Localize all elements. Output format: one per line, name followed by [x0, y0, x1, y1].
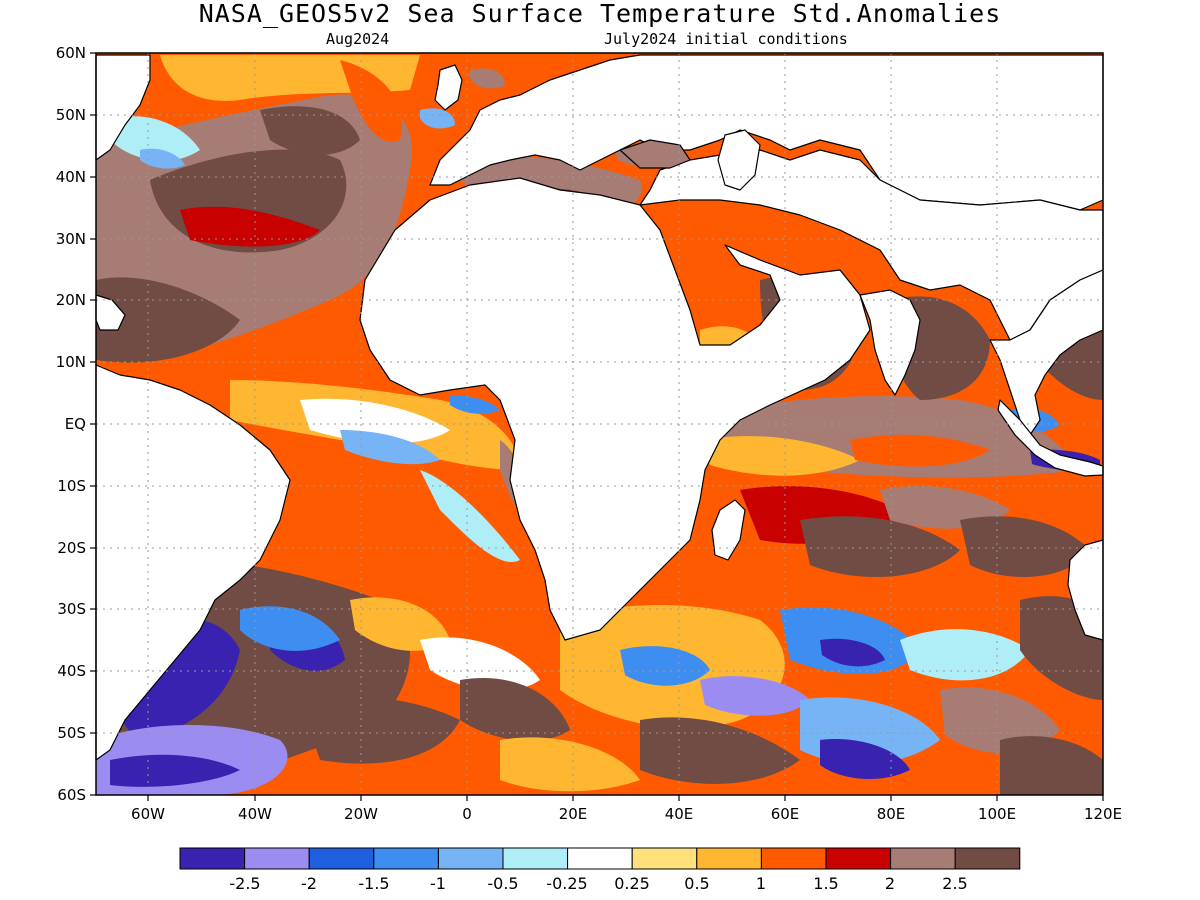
colorbar-label: 1 [756, 874, 766, 893]
latitude-labels: 60N 50N 40N 30N 20N 10N EQ 10S 20S 30S 4… [56, 44, 86, 804]
colorbar-label: -2 [301, 874, 317, 893]
colorbar-swatch [631, 847, 698, 870]
colorbar-labels: -2.5 -2 -1.5 -1 -0.5 -0.25 0.25 0.5 1 1.… [229, 874, 967, 893]
lat-label: 50S [57, 724, 86, 742]
lon-label: 40W [238, 805, 272, 823]
lat-label: 30N [56, 230, 86, 248]
map-title: NASA_GEOS5v2 Sea Surface Temperature Std… [198, 0, 1002, 28]
colorbar-label: -1 [430, 874, 446, 893]
colorbar-label: -2.5 [229, 874, 260, 893]
caspian-sea [717, 129, 761, 191]
south-america-landmass [95, 364, 291, 761]
africa-landmass [359, 177, 871, 641]
lon-label: 0 [462, 805, 472, 823]
colorbar-label: 0.5 [684, 874, 709, 893]
colorbar-label: 2 [885, 874, 895, 893]
colorbar-swatch [954, 847, 1021, 870]
colorbar-label: -0.5 [487, 874, 518, 893]
lon-label: 20W [344, 805, 378, 823]
australia-landmass [1067, 539, 1104, 641]
lon-label: 20E [559, 805, 588, 823]
initial-conditions: July2024 initial conditions [604, 30, 848, 48]
lat-label: 10N [56, 353, 86, 371]
colorbar-swatch [437, 847, 504, 870]
lat-label: 60N [56, 44, 86, 62]
map-gridlines [96, 53, 1103, 795]
lon-label: 60E [771, 805, 800, 823]
colorbar-swatch [890, 847, 956, 870]
india-landmass [859, 289, 921, 396]
madagascar-landmass [711, 499, 746, 561]
land-masses [95, 54, 1104, 761]
lat-label: 50N [56, 106, 86, 124]
lat-label: 30S [57, 600, 86, 618]
colorbar-swatch [179, 847, 246, 870]
lon-label: 40E [665, 805, 694, 823]
lat-label: 10S [57, 477, 86, 495]
colorbar-label: 1.5 [813, 874, 838, 893]
british-isles-landmass [434, 64, 463, 111]
colorbar-swatch [825, 847, 892, 870]
lon-label: 80E [877, 805, 906, 823]
colorbar-swatch [696, 847, 762, 870]
lat-label: EQ [65, 415, 86, 433]
lon-label: 120E [1084, 805, 1122, 823]
colorbar-swatch [760, 847, 827, 870]
southeast-asia-landmass [989, 269, 1104, 436]
colorbar-label: 2.5 [942, 874, 967, 893]
forecast-month: Aug2024 [326, 30, 390, 48]
colorbar-label: 0.25 [614, 874, 650, 893]
lat-label: 20N [56, 291, 86, 309]
colorbar-label: -1.5 [358, 874, 389, 893]
lat-label: 40S [57, 662, 86, 680]
colorbar-swatch [373, 847, 439, 870]
colorbar-swatch [502, 847, 569, 870]
lat-label: 60S [57, 786, 86, 804]
lat-label: 40N [56, 168, 86, 186]
lat-label: 20S [57, 539, 86, 557]
black-sea [619, 139, 691, 169]
colorbar-label: -0.25 [546, 874, 587, 893]
colorbar-swatch [244, 847, 310, 870]
lon-label: 100E [978, 805, 1016, 823]
colorbar [179, 847, 1021, 870]
lon-label: 60W [131, 805, 165, 823]
axis-ticks [90, 52, 1104, 801]
colorbar-swatch [308, 847, 375, 870]
colorbar-swatch [567, 847, 633, 870]
longitude-labels: 60W 40W 20W 0 20E 40E 60E 80E 100E 120E [131, 805, 1122, 823]
